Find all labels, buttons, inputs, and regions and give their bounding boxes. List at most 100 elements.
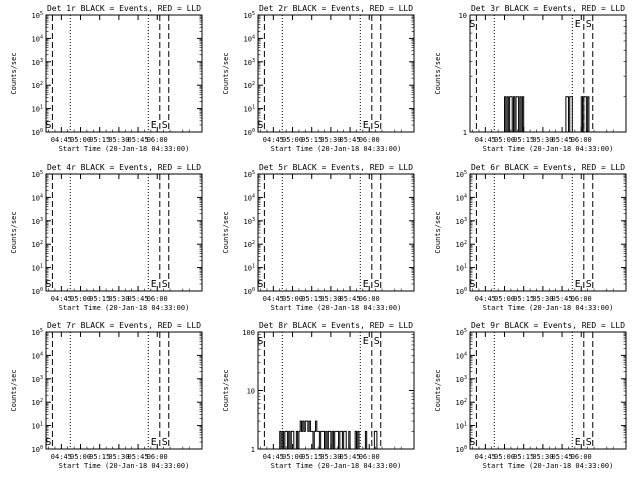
- y-tick-label: 100: [456, 287, 467, 296]
- y-axis-label: Counts/sec: [434, 211, 442, 253]
- x-tick-label: 05:00: [282, 136, 303, 144]
- x-tick-label: 06:00: [147, 295, 168, 303]
- panel-title: Det 7r BLACK = Events, RED = LLD: [47, 321, 201, 330]
- y-tick-label: 105: [32, 328, 43, 337]
- y-axis-label: Counts/sec: [10, 369, 18, 411]
- detector-panel-7: Det 7r BLACK = Events, RED = LLD 100 101 10…: [10, 321, 203, 470]
- y-tick-label: 105: [32, 11, 43, 20]
- y-tick-label: 103: [32, 58, 43, 67]
- start-letter: S: [45, 120, 51, 131]
- x-axis-label: Start Time (20-Jan-18 04:33:00): [483, 304, 614, 312]
- x-tick-label: 05:15: [513, 295, 534, 303]
- x-tick-label: 05:00: [70, 136, 91, 144]
- stop-letter: S: [374, 336, 380, 347]
- y-tick-label: 10: [247, 388, 255, 396]
- x-tick-label: 05:00: [494, 295, 515, 303]
- y-tick-label: 100: [456, 445, 467, 454]
- y-tick-label: 101: [456, 264, 467, 273]
- y-tick-label: 103: [32, 375, 43, 384]
- y-tick-label: 100: [242, 329, 255, 337]
- x-tick-label: 05:00: [282, 295, 303, 303]
- x-tick-label: 04:45: [51, 453, 72, 461]
- y-tick-label: 102: [456, 398, 467, 407]
- x-tick-label: 05:30: [320, 453, 341, 461]
- panel-title: Det 5r BLACK = Events, RED = LLD: [259, 163, 413, 172]
- start-letter: S: [469, 19, 475, 30]
- y-tick-label: 102: [32, 398, 43, 407]
- y-tick-label: 101: [244, 264, 255, 273]
- panel-title: Det 1r BLACK = Events, RED = LLD: [47, 4, 201, 13]
- plot-frame: [45, 331, 203, 450]
- x-tick-label: 05:15: [89, 295, 110, 303]
- y-tick-label: 103: [244, 217, 255, 226]
- x-tick-label: 05:30: [320, 295, 341, 303]
- y-axis-label: Counts/sec: [434, 369, 442, 411]
- x-tick-label: 05:15: [301, 295, 322, 303]
- y-tick-label: 103: [456, 217, 467, 226]
- x-tick-label: 04:45: [263, 295, 284, 303]
- x-axis-label: Start Time (20-Jan-18 04:33:00): [271, 145, 402, 153]
- plot-frame: [257, 173, 415, 292]
- y-axis-label: Counts/sec: [222, 52, 230, 94]
- y-tick-label: 100: [244, 287, 255, 296]
- y-tick-label: 103: [456, 375, 467, 384]
- y-tick-label: 1: [463, 129, 467, 137]
- y-tick-label: 102: [32, 81, 43, 90]
- start-letter: S: [257, 120, 263, 131]
- plot-frame: [469, 14, 627, 133]
- y-tick-label: 104: [244, 193, 255, 202]
- end-letter: E: [575, 19, 581, 30]
- y-axis-label: Counts/sec: [222, 211, 230, 253]
- end-letter: E: [575, 437, 581, 448]
- x-tick-label: 06:00: [359, 136, 380, 144]
- stop-letter: S: [374, 120, 380, 131]
- y-tick-label: 101: [32, 264, 43, 273]
- x-tick-label: 06:00: [571, 295, 592, 303]
- y-tick-label: 101: [456, 422, 467, 431]
- x-tick-label: 05:30: [320, 136, 341, 144]
- y-axis-label: Counts/sec: [10, 52, 18, 94]
- events-series-line: [274, 420, 413, 450]
- x-tick-label: 05:30: [532, 453, 553, 461]
- panel-title: Det 4r BLACK = Events, RED = LLD: [47, 163, 201, 172]
- start-letter: S: [469, 279, 475, 290]
- detector-panel-3: Det 3r BLACK = Events, RED = LLD 1 10 Count…: [434, 4, 627, 153]
- panel-title: Det 8r BLACK = Events, RED = LLD: [259, 321, 413, 330]
- x-tick-label: 05:45: [128, 453, 149, 461]
- x-axis-label: Start Time (20-Jan-18 04:33:00): [483, 145, 614, 153]
- x-tick-label: 05:30: [108, 136, 129, 144]
- y-tick-label: 101: [244, 105, 255, 114]
- panel-title: Det 3r BLACK = Events, RED = LLD: [471, 4, 625, 13]
- y-tick-label: 105: [244, 170, 255, 179]
- y-tick-label: 101: [32, 105, 43, 114]
- y-tick-label: 105: [244, 11, 255, 20]
- y-tick-label: 104: [32, 193, 43, 202]
- detector-panel-2: Det 2r BLACK = Events, RED = LLD 100 101 10…: [222, 4, 415, 153]
- x-tick-label: 05:45: [552, 295, 573, 303]
- x-tick-label: 05:45: [340, 136, 361, 144]
- detector-panel-9: Det 9r BLACK = Events, RED = LLD 100 101 10…: [434, 321, 627, 470]
- x-axis-label: Start Time (20-Jan-18 04:33:00): [59, 304, 190, 312]
- y-axis-label: Counts/sec: [434, 52, 442, 94]
- y-tick-label: 103: [32, 217, 43, 226]
- panel-title: Det 9r BLACK = Events, RED = LLD: [471, 321, 625, 330]
- y-tick-label: 102: [456, 240, 467, 249]
- y-tick-label: 102: [244, 81, 255, 90]
- start-letter: S: [45, 437, 51, 448]
- x-tick-label: 05:00: [282, 453, 303, 461]
- stop-letter: S: [586, 19, 592, 30]
- x-tick-label: 05:15: [89, 453, 110, 461]
- x-tick-label: 05:00: [494, 453, 515, 461]
- x-tick-label: 05:15: [513, 136, 534, 144]
- detector-panel-8: Det 8r BLACK = Events, RED = LLD 1 10 100 Co…: [222, 321, 415, 470]
- x-tick-label: 05:15: [301, 136, 322, 144]
- y-axis-label: Counts/sec: [10, 211, 18, 253]
- x-tick-label: 04:45: [51, 136, 72, 144]
- panel-title: Det 2r BLACK = Events, RED = LLD: [259, 4, 413, 13]
- x-tick-label: 04:45: [475, 295, 496, 303]
- y-tick-label: 1: [251, 446, 255, 454]
- x-tick-label: 05:45: [128, 136, 149, 144]
- start-letter: S: [45, 279, 51, 290]
- y-tick-label: 104: [456, 193, 467, 202]
